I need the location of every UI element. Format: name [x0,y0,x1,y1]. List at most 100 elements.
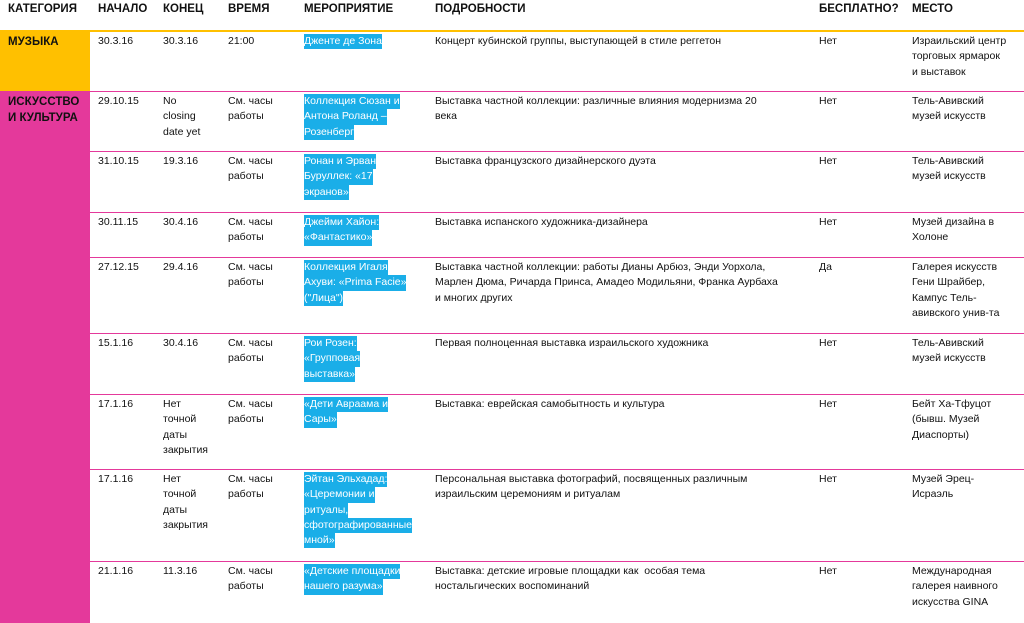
place-cell: Израильский центр [912,35,1007,47]
free-cell: Нет [819,473,837,485]
category-cell: ИСКУССТВО [8,96,80,108]
free-cell: Да [819,261,832,273]
free-cell: Нет [819,155,837,167]
place-cell: Музей дизайна в [912,216,995,228]
time-cell: См. часы [228,473,273,485]
category-cell: МУЗЫКА [8,36,59,48]
place-cell: Музей Эрец- [912,473,975,485]
art-band [0,91,90,623]
end-cell: даты [163,428,188,441]
place-cell: Диаспорты) [912,428,970,441]
event-cell: Буруллек: «17 [304,169,373,185]
row-line [0,394,1024,395]
end-cell: 11.3.16 [163,565,198,577]
end-cell: 29.4.16 [163,261,199,273]
end-cell: closing [163,110,196,123]
event-cell: Коллекция Сюзан и [304,94,400,110]
place-cell: Галерея искусств [912,261,998,273]
event-cell: Сары» [304,412,337,428]
details-cell: и многих других [435,291,513,304]
time-cell: работы [228,231,264,244]
end-cell: закрытия [163,518,208,531]
column-header: НАЧАЛО [98,3,148,15]
event-cell: «Фантастико» [304,230,373,246]
row-line [0,333,1024,334]
place-cell: искусства GINA [912,595,989,608]
end-cell: закрытия [163,443,208,456]
row-line [0,469,1024,470]
end-cell: 30.4.16 [163,337,199,349]
free-cell: Нет [819,565,837,577]
free-cell: Нет [819,216,837,228]
column-header: ПОДРОБНОСТИ [435,3,526,15]
time-cell: См. часы [228,398,273,410]
category-cell: И КУЛЬТУРА [8,112,78,124]
time-cell: См. часы [228,95,273,107]
event-cell: Эйтан Эльхадад: [304,472,388,488]
start-cell: 17.1.16 [98,473,134,485]
time-cell: работы [228,276,264,289]
time-cell: работы [228,110,264,123]
time-cell: См. часы [228,337,273,349]
free-cell: Нет [819,95,837,107]
row-line [0,257,1024,258]
place-cell: музей искусств [912,170,986,183]
event-cell: ритуалы, [304,502,349,518]
details-cell: Концерт кубинской группы, выступающей в … [435,35,722,47]
row-line [0,91,1024,92]
end-cell: 19.3.16 [163,155,199,167]
place-cell: торговых ярмарок [912,50,1000,63]
column-header: БЕСПЛАТНО? [819,3,899,15]
details-cell: Выставка: еврейская самобытность и культ… [435,398,665,410]
event-cell: экранов» [304,184,349,200]
column-header: МЕСТО [912,3,953,15]
place-cell: музей искусств [912,352,986,365]
row-line [0,151,1024,152]
event-cell: «Церемонии и [304,487,375,503]
column-header: ВРЕМЯ [228,3,270,15]
event-cell: Ронан и Эрван [304,154,377,170]
place-cell: Тель-Авивский [912,95,984,107]
event-cell: Антона Роланд – [304,109,387,125]
end-cell: даты [163,503,188,516]
time-cell: 21:00 [228,35,255,47]
start-cell: 31.10.15 [98,155,139,167]
place-cell: Бейт Ха-Тфуцот [912,398,992,410]
place-cell: Холоне [912,231,949,244]
time-cell: работы [228,170,264,183]
column-header: КОНЕЦ [163,3,204,15]
place-cell: Тель-Авивский [912,337,984,349]
header-line [0,30,1024,32]
event-cell: мной» [304,533,335,549]
event-cell: «Групповая [304,351,361,367]
event-cell: Розенберг [304,124,355,140]
end-cell: 30.4.16 [163,216,199,228]
time-cell: работы [228,488,264,501]
time-cell: См. часы [228,155,273,167]
place-cell: Кампус Тель- [912,291,977,304]
free-cell: Нет [819,337,837,349]
event-cell: выставка» [304,366,355,382]
row-line [0,212,1024,213]
end-cell: точной [163,413,197,426]
place-cell: галерея наивного [912,580,998,593]
event-cell: «Дети Авраама и [304,397,388,413]
place-cell: Гени Шрайбер, [912,276,986,289]
details-cell: израильским церемониям и ритуалам [435,488,621,501]
column-header: МЕРОПРИЯТИЕ [304,3,394,15]
details-cell: Выставка частной коллекции: различные вл… [435,95,757,107]
end-cell: date yet [163,125,201,138]
time-cell: См. часы [228,565,273,577]
event-cell: Джейми Хайон: [304,215,380,231]
time-cell: работы [228,580,264,593]
details-cell: Выставка французского дизайнерского дуэт… [435,155,656,167]
place-cell: музей искусств [912,110,986,123]
details-cell: Выставка: детские игровые площадки как о… [435,565,706,577]
event-cell: ("Лица") [304,290,344,306]
place-cell: (бывш. Музей [912,413,980,426]
event-cell: Дженте де Зона [304,34,382,50]
start-cell: 17.1.16 [98,398,134,410]
event-cell: нашего разума» [304,579,383,595]
start-cell: 15.1.16 [98,337,134,349]
